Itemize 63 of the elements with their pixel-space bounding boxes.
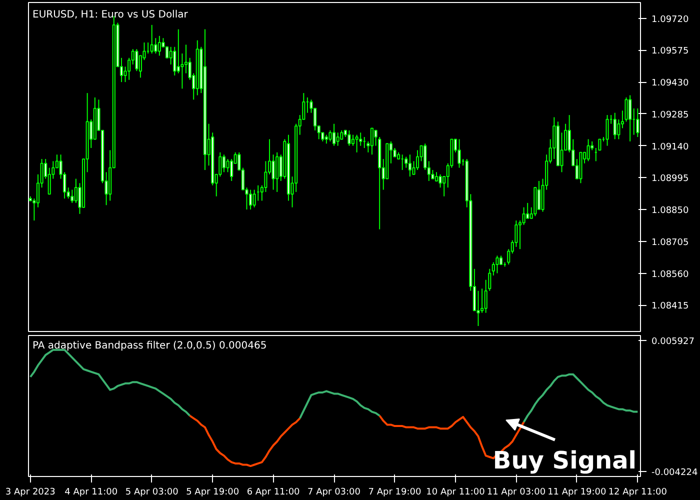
y-tick-label: 1.09140 — [652, 142, 689, 152]
candlestick — [438, 174, 442, 188]
candlestick — [173, 46, 176, 76]
candlestick — [458, 138, 461, 168]
candlestick — [351, 134, 355, 146]
candlestick — [628, 94, 632, 142]
candlestick — [252, 189, 256, 208]
x-tick-label: 5 Apr 03:00 — [125, 488, 179, 498]
y-tick-label: 1.08560 — [652, 270, 689, 280]
x-tick-label: 7 Apr 03:00 — [308, 488, 361, 498]
candlestick — [537, 180, 541, 210]
x-tick-label: 5 Apr 19:00 — [186, 488, 240, 498]
candlestick — [154, 38, 158, 54]
candlestick — [348, 130, 351, 146]
x-tick-label: 6 Apr 11:00 — [246, 488, 300, 498]
candlestick — [404, 156, 408, 168]
x-tick-label: 7 Apr 19:00 — [368, 488, 422, 498]
candlestick — [226, 158, 230, 173]
candlestick — [150, 24, 154, 54]
y-tick-label: 1.08705 — [652, 238, 689, 248]
x-tick-label: 10 Apr 11:00 — [426, 488, 486, 498]
candlestick — [248, 189, 252, 210]
candlestick — [526, 202, 530, 219]
candlestick — [617, 118, 620, 140]
y-tick-label: 1.08850 — [652, 206, 689, 216]
candlestick — [138, 55, 142, 78]
text: PA adaptive Bandpass filter (2.0,0.5) 0.000465 — [32, 340, 267, 352]
candlestick — [230, 158, 234, 182]
candlestick — [496, 255, 499, 274]
candlestick — [355, 134, 358, 153]
annotation: Buy Signal — [492, 446, 636, 474]
candlestick — [606, 114, 609, 146]
y-tick-label: 1.08415 — [652, 302, 689, 312]
text: EURUSD, H1: Euro vs US Dollar — [32, 10, 189, 20]
candlestick — [328, 130, 332, 142]
y-tick-label: 1.09720 — [652, 14, 689, 25]
candlestick — [135, 48, 138, 72]
candlestick — [370, 128, 374, 156]
x-tick-label: 3 Apr 2023 — [5, 488, 56, 498]
y-tick-label: 1.09285 — [652, 110, 689, 120]
candlestick — [165, 46, 169, 58]
y-tick-label: 1.09430 — [652, 78, 689, 89]
x-tick-label: 11 Apr 03:00 — [486, 488, 546, 498]
x-tick-label: 11 Apr 19:00 — [548, 488, 607, 498]
candlestick — [276, 152, 279, 192]
candlestick — [272, 154, 275, 190]
candlestick — [184, 44, 188, 74]
candlestick — [476, 290, 480, 327]
candlestick — [158, 35, 161, 56]
candlestick — [336, 132, 340, 146]
x-tick-label: 4 Apr 11:00 — [64, 488, 118, 498]
y-tick-label: 1.09575 — [652, 46, 689, 57]
y-tick-label: 1.08995 — [652, 174, 689, 184]
candlestick — [222, 154, 226, 173]
candlestick — [70, 189, 74, 204]
candlestick — [613, 112, 616, 140]
x-tick-label: 12 Apr 11:00 — [608, 488, 668, 498]
candlestick — [586, 138, 590, 162]
candlestick — [408, 154, 412, 178]
candlestick — [480, 288, 484, 314]
candlestick — [332, 123, 336, 146]
y-tick-label: 0.005927 — [652, 336, 694, 347]
y-tick-label: -0.004224 — [652, 468, 698, 478]
